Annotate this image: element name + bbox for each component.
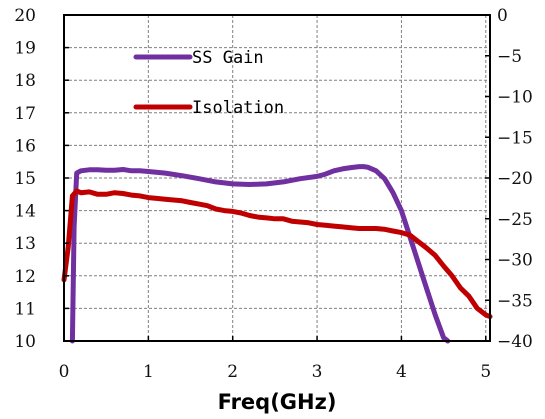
y-tick-label: 14 (14, 202, 36, 222)
y-tick-label: 18 (14, 71, 36, 91)
y2-tick-label: −40 (497, 332, 533, 352)
series-line-isolation (61, 188, 493, 320)
x-tick-label: 0 (59, 362, 70, 382)
y-tick-label: 11 (14, 299, 36, 319)
y-tick-label: 10 (14, 332, 36, 352)
axis-ticks (63, 14, 490, 342)
x-tick-label: 5 (480, 362, 491, 382)
y-tick-label: 17 (14, 104, 36, 124)
y-tick-label: 12 (14, 267, 36, 287)
x-tick-label: 1 (143, 362, 154, 382)
legend: SS Gain Isolation (133, 48, 284, 118)
x-tick-label: 3 (312, 362, 323, 382)
x-tick-label: 2 (227, 362, 238, 382)
y2-tick-label: −30 (497, 251, 533, 271)
y-tick-label: 13 (14, 234, 36, 254)
y-tick-label: 19 (14, 39, 36, 59)
y-tick-label: 15 (14, 169, 36, 189)
y2-tick-label: −35 (497, 291, 533, 311)
y2-tick-label: −25 (497, 210, 533, 230)
x-tick-label: 4 (396, 362, 407, 382)
y2-tick-label: −10 (497, 88, 533, 108)
y-tick-label: 20 (14, 6, 36, 26)
y2-tick-label: −5 (497, 47, 522, 67)
legend-label: SS Gain (192, 48, 264, 68)
y2-tick-label: −20 (497, 169, 533, 189)
series-line-ss-gain (69, 164, 451, 344)
y-tick-label: 16 (14, 136, 36, 156)
gridlines (64, 15, 490, 341)
legend-label: Isolation (192, 98, 284, 118)
series-lines (61, 164, 493, 344)
y2-tick-label: 0 (497, 6, 508, 26)
x-axis-title: Freq(GHz) (218, 390, 337, 414)
y2-tick-label: −15 (497, 128, 533, 148)
